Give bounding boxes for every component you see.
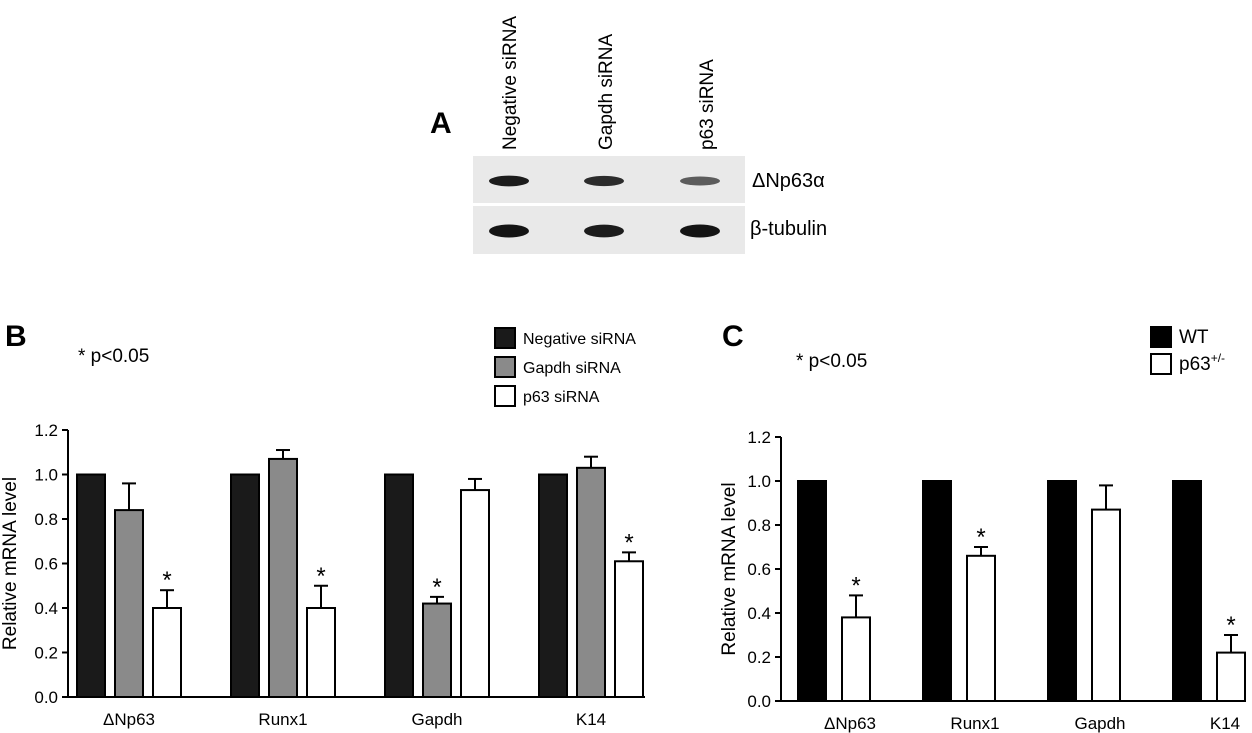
bar-2-3: [1091, 508, 1121, 702]
panel-b-significance-note: * p<0.05: [78, 346, 149, 367]
legend-label-1: WT: [1179, 327, 1209, 348]
y-tick-label: 0.0: [34, 688, 58, 707]
significance-star: *: [316, 563, 325, 590]
blot-band-row2-lane1: [489, 224, 529, 238]
bar-2-4: [576, 466, 606, 699]
category-label: Runx1: [950, 714, 999, 733]
bar-1-4: [1172, 480, 1202, 702]
category-label: K14: [1210, 714, 1240, 733]
bar-2-3: [422, 602, 452, 698]
panel-c-letter: C: [722, 320, 744, 353]
significance-star: *: [432, 574, 441, 601]
bar-1-2: [230, 473, 260, 698]
panel-b-letter: B: [5, 320, 27, 353]
chart-b: 0.0 0.2 0.4 0.6 0.8 1.0 1.2 Relative mRNA level…: [0, 327, 645, 729]
category-label: Runx1: [258, 710, 307, 729]
panel-a: A Negative siRNA Gapdh siRNA p63 siRNA Δ…: [430, 16, 827, 254]
panel-b: B * p<0.05 0.0 0.2 0.4 0.6 0.8 1.0 1.2 Relative…: [0, 320, 645, 729]
bar-2-4: [1216, 651, 1246, 702]
lane-label-gapdh: Gapdh siRNA: [596, 34, 617, 150]
bar-2-1: [114, 509, 144, 698]
bar-3-4: [614, 560, 644, 699]
blot-band-row1-lane2: [584, 175, 624, 187]
legend-swatch-1: [494, 327, 516, 349]
legend-label-2: p63+/-: [1179, 351, 1225, 375]
legend-swatch-2: [494, 356, 516, 378]
band-label-tubulin: β-tubulin: [750, 218, 827, 240]
y-tick-label: 1.2: [747, 428, 771, 447]
bar-3-1: [152, 607, 182, 698]
panel-c-significance-note: * p<0.05: [796, 351, 867, 372]
panel-c: C * p<0.05 0.0 0.2 0.4 0.6 0.8 1.0 1.2 Relative…: [719, 320, 1246, 733]
chart-c: 0.0 0.2 0.4 0.6 0.8 1.0 1.2 Relative mRNA level…: [719, 326, 1246, 733]
bar-1-4: [538, 473, 568, 698]
y-tick-label: 0.8: [747, 516, 771, 535]
y-tick-label: 0.2: [747, 648, 771, 667]
category-label: ΔNp63: [103, 710, 155, 729]
bar-3-2: [306, 607, 336, 698]
bar-2-2: [966, 554, 996, 702]
legend-swatch-2: [1150, 353, 1172, 375]
y-tick-label: 0.2: [34, 644, 58, 663]
band-label-np63a: ΔNp63α: [752, 170, 825, 192]
lane-label-negative: Negative siRNA: [500, 16, 521, 150]
legend-label-3: p63 siRNA: [523, 389, 600, 406]
bar-1-1: [76, 473, 106, 698]
category-label: Gapdh: [411, 710, 462, 729]
lane-label-p63: p63 siRNA: [697, 59, 718, 150]
y-tick-label: 0.4: [34, 599, 58, 618]
y-tick-label: 1.2: [34, 421, 58, 440]
bar-1-2: [922, 480, 952, 702]
blot-band-row2-lane3: [680, 224, 720, 238]
y-tick-label: 1.0: [747, 472, 771, 491]
bar-1-3: [384, 473, 414, 698]
blot-band-row1-lane1: [489, 175, 529, 187]
blot-band-row2-lane2: [584, 224, 624, 238]
significance-star: *: [1226, 612, 1235, 639]
y-axis-title: Relative mRNA level: [0, 477, 21, 650]
significance-star: *: [624, 529, 633, 556]
y-tick-label: 0.0: [747, 692, 771, 711]
bar-2-2: [268, 457, 298, 698]
y-axis-title: Relative mRNA level: [719, 482, 740, 655]
significance-star: *: [851, 572, 860, 599]
y-tick-label: 0.6: [34, 555, 58, 574]
legend-label-2: Gapdh siRNA: [523, 360, 621, 377]
y-tick-label: 1.0: [34, 466, 58, 485]
category-label: ΔNp63: [824, 714, 876, 733]
legend-label-1: Negative siRNA: [523, 331, 636, 348]
category-label: K14: [576, 710, 606, 729]
blot-band-row1-lane3: [680, 176, 720, 186]
legend-swatch-3: [494, 385, 516, 407]
y-tick-label: 0.6: [747, 560, 771, 579]
category-label: Gapdh: [1074, 714, 1125, 733]
y-tick-label: 0.4: [747, 604, 771, 623]
significance-star: *: [976, 524, 985, 551]
legend-superscript: +/-: [1211, 351, 1225, 365]
panel-a-letter: A: [430, 107, 452, 140]
bar-2-1: [841, 616, 871, 703]
legend-swatch-1: [1150, 326, 1172, 348]
bar-1-3: [1047, 480, 1077, 702]
y-tick-label: 0.8: [34, 510, 58, 529]
blot-bands: [489, 175, 720, 238]
bar-1-1: [797, 480, 827, 702]
bar-3-3: [460, 489, 490, 699]
significance-star: *: [162, 567, 171, 594]
